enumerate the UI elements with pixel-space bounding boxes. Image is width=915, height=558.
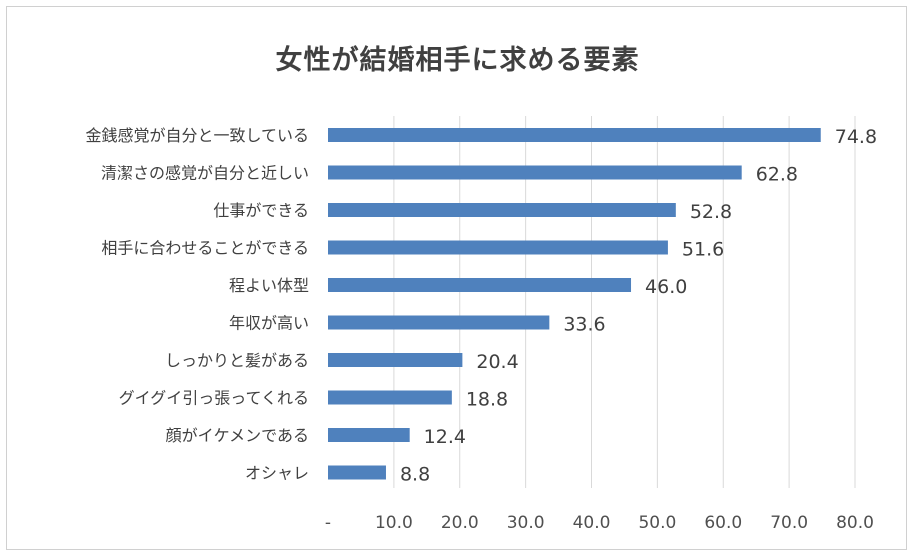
bar xyxy=(328,278,632,292)
bar xyxy=(328,240,668,255)
category-label: 仕事ができる xyxy=(213,201,309,220)
bar xyxy=(328,165,742,180)
x-tick-label: 10.0 xyxy=(375,513,413,533)
category-label: グイグイ引っ張ってくれる xyxy=(119,389,309,408)
category-label: 清潔さの感覚が自分と近しい xyxy=(101,164,309,183)
category-label: しっかりと髪がある xyxy=(165,351,309,370)
data-label: 20.4 xyxy=(476,351,518,373)
x-tick-label: 40.0 xyxy=(573,513,611,533)
bar xyxy=(328,428,410,442)
data-label: 74.8 xyxy=(835,126,877,148)
data-label: 18.8 xyxy=(466,389,508,411)
chart-title: 女性が結婚相手に求める要素 xyxy=(275,45,640,76)
data-label: 52.8 xyxy=(690,201,732,223)
bar xyxy=(328,390,452,405)
bar xyxy=(328,465,386,480)
bar xyxy=(328,128,821,142)
category-label: 顔がイケメンである xyxy=(166,426,309,445)
category-label: 金銭感覚が自分と一致している xyxy=(85,126,309,145)
bars xyxy=(328,128,821,480)
data-label: 12.4 xyxy=(424,426,466,448)
category-labels: 金銭感覚が自分と一致している清潔さの感覚が自分と近しい仕事ができる相手に合わせる… xyxy=(85,126,309,483)
x-tick-label: 70.0 xyxy=(770,513,808,533)
x-tick-label: 80.0 xyxy=(836,513,874,533)
bar xyxy=(328,203,676,217)
data-label: 51.6 xyxy=(682,239,724,261)
x-tick-label: 50.0 xyxy=(638,513,676,533)
bar xyxy=(328,353,463,367)
category-label: 年収が高い xyxy=(229,314,309,333)
category-label: 相手に合わせることができる xyxy=(101,239,309,258)
category-label: 程よい体型 xyxy=(229,276,309,295)
value-labels: 74.8 62.8 52.8 51.6 46.0 33.6 20.4 18.812.4 8.8 xyxy=(400,126,877,486)
x-tick-label: - xyxy=(325,513,331,533)
data-label: 46.0 xyxy=(645,276,687,298)
x-tick-label: 30.0 xyxy=(507,513,545,533)
x-tick-label: 20.0 xyxy=(441,513,479,533)
x-tick-label: 60.0 xyxy=(704,513,742,533)
category-label: オシャレ xyxy=(245,464,309,483)
x-tick-labels: - 10.0 20.0 30.0 40.0 50.0 60.0 70.0 80.0 xyxy=(325,513,874,533)
data-label: 62.8 xyxy=(756,164,798,186)
data-label: 33.6 xyxy=(563,314,605,336)
data-label: 8.8 xyxy=(400,464,430,486)
bar xyxy=(328,315,550,330)
